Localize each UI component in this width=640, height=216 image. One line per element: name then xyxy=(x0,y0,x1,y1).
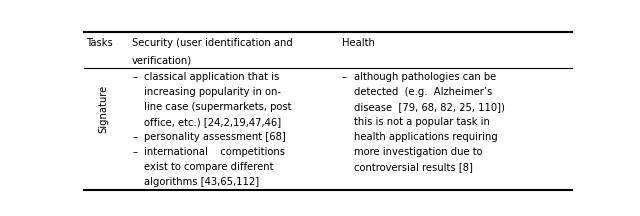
Text: exist to compare different: exist to compare different xyxy=(145,162,274,172)
Text: more investigation due to: more investigation due to xyxy=(355,147,483,157)
Text: classical application that is: classical application that is xyxy=(145,73,280,83)
Text: health applications requiring: health applications requiring xyxy=(355,132,498,142)
Text: Health: Health xyxy=(342,38,375,48)
Text: line case (supermarkets, post: line case (supermarkets, post xyxy=(145,102,292,112)
Text: –: – xyxy=(132,147,137,157)
Text: international    competitions: international competitions xyxy=(145,147,285,157)
Text: although pathologies can be: although pathologies can be xyxy=(355,73,497,83)
Text: disease  [79, 68, 82, 25, 110]): disease [79, 68, 82, 25, 110]) xyxy=(355,102,505,112)
Text: –: – xyxy=(132,73,137,83)
Text: personality assessment [68]: personality assessment [68] xyxy=(145,132,286,142)
Text: Tasks: Tasks xyxy=(86,38,113,48)
Text: this is not a popular task in: this is not a popular task in xyxy=(355,118,490,127)
Text: –: – xyxy=(132,132,137,142)
Text: detected  (e.g.  Alzheimer’s: detected (e.g. Alzheimer’s xyxy=(355,87,493,97)
Text: Signature: Signature xyxy=(99,85,109,133)
Text: increasing popularity in on-: increasing popularity in on- xyxy=(145,87,282,97)
Text: verification): verification) xyxy=(132,56,192,66)
Text: controversial results [8]: controversial results [8] xyxy=(355,162,473,172)
Text: Security (user identification and: Security (user identification and xyxy=(132,38,293,48)
Text: office, etc.) [24,2,19,47,46]: office, etc.) [24,2,19,47,46] xyxy=(145,118,282,127)
Text: algorithms [43,65,112]: algorithms [43,65,112] xyxy=(145,177,260,187)
Text: –: – xyxy=(342,73,347,83)
